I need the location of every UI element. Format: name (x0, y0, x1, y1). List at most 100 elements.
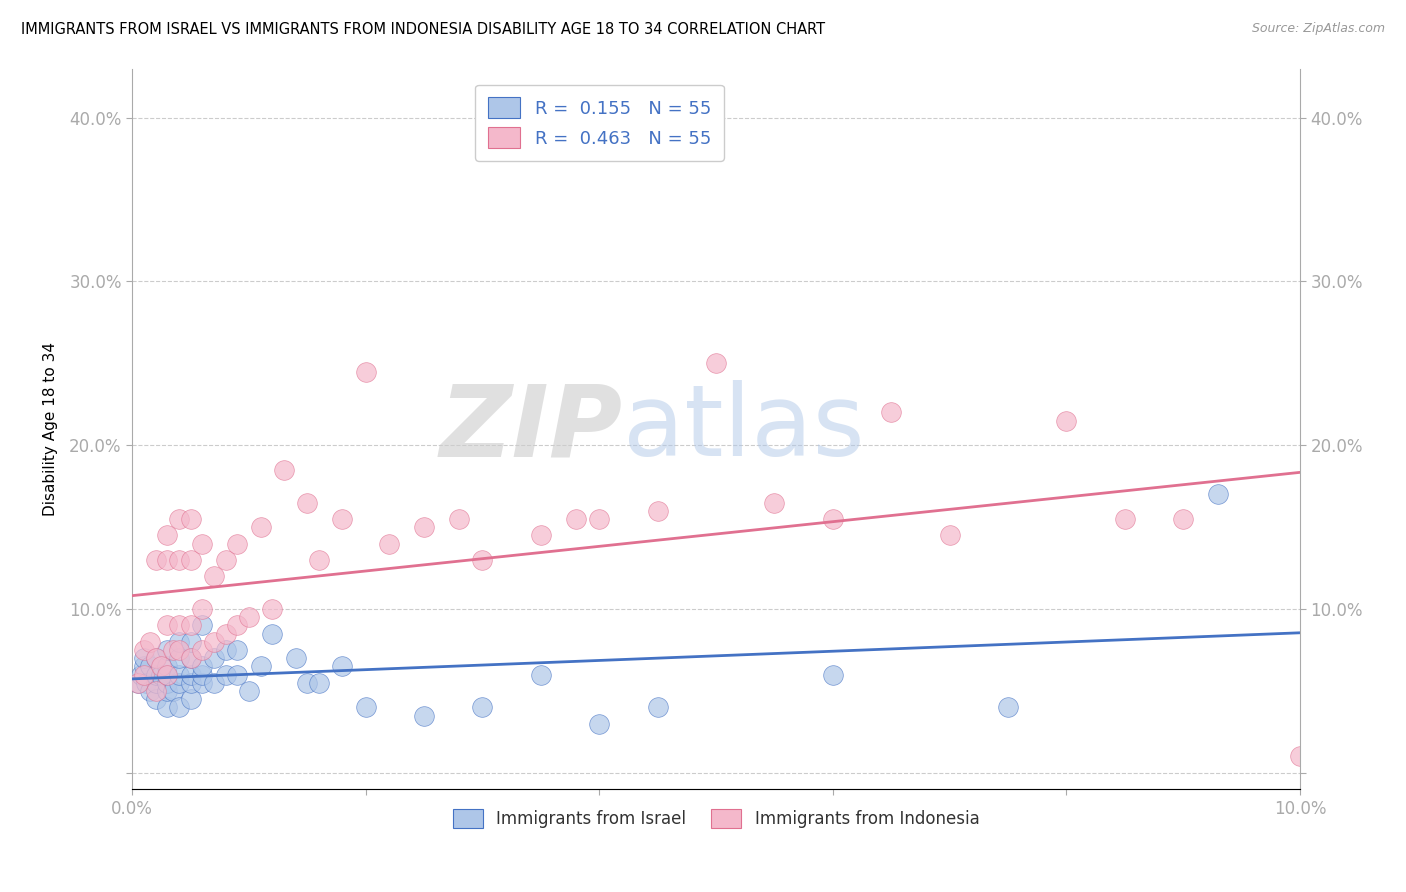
Point (145, 692, 167, 706)
Point (162, 684, 184, 698)
Point (821, 667, 844, 681)
Point (167, 553, 190, 567)
Point (330, 512, 353, 526)
Point (167, 667, 190, 681)
Point (156, 667, 179, 681)
Point (530, 528, 553, 542)
Point (588, 716, 610, 731)
Point (180, 635, 202, 649)
Point (167, 651, 190, 665)
Point (167, 512, 190, 526)
Point (284, 651, 307, 665)
Point (588, 512, 610, 526)
Point (127, 675, 149, 690)
Point (378, 536, 401, 550)
Point (145, 553, 167, 567)
Point (226, 667, 249, 681)
Point (135, 675, 157, 690)
Point (132, 667, 155, 681)
Point (132, 643, 155, 657)
Point (156, 553, 179, 567)
Point (821, 512, 844, 526)
Point (449, 512, 471, 526)
Point (202, 569, 225, 583)
Point (647, 700, 669, 714)
Point (156, 659, 179, 673)
Point (530, 667, 553, 681)
Point (167, 675, 190, 690)
Point (273, 463, 295, 477)
Point (162, 643, 184, 657)
Point (297, 675, 319, 690)
Point (214, 626, 236, 640)
Point (180, 651, 202, 665)
Point (167, 700, 190, 714)
Point (138, 684, 160, 698)
Point (354, 365, 377, 379)
Point (938, 528, 960, 542)
Point (156, 700, 179, 714)
Point (180, 667, 202, 681)
Point (249, 520, 271, 534)
Point (180, 675, 202, 690)
Point (297, 495, 319, 509)
Point (262, 626, 284, 640)
Text: IMMIGRANTS FROM ISRAEL VS IMMIGRANTS FROM INDONESIA DISABILITY AGE 18 TO 34 CORR: IMMIGRANTS FROM ISRAEL VS IMMIGRANTS FRO… (21, 22, 825, 37)
Point (330, 659, 353, 673)
Point (249, 659, 271, 673)
Point (226, 536, 249, 550)
Point (150, 659, 173, 673)
Point (138, 659, 160, 673)
Point (1289, 749, 1312, 764)
Text: atlas: atlas (623, 380, 865, 477)
Point (156, 643, 179, 657)
Point (180, 512, 202, 526)
Point (308, 675, 330, 690)
Point (191, 659, 214, 673)
Point (880, 405, 903, 419)
Point (145, 651, 167, 665)
Point (704, 356, 727, 370)
Point (238, 610, 260, 624)
Point (191, 536, 214, 550)
Legend: Immigrants from Israel, Immigrants from Indonesia: Immigrants from Israel, Immigrants from … (446, 803, 986, 835)
Point (191, 675, 214, 690)
Point (145, 651, 167, 665)
Point (156, 684, 179, 698)
Point (202, 635, 225, 649)
Point (763, 495, 786, 509)
Point (202, 675, 225, 690)
Y-axis label: Disability Age 18 to 34: Disability Age 18 to 34 (44, 342, 58, 516)
Point (262, 602, 284, 616)
Point (308, 553, 330, 567)
Point (191, 602, 214, 616)
Point (132, 659, 155, 673)
Point (180, 692, 202, 706)
Point (226, 618, 249, 632)
Point (413, 520, 436, 534)
Point (471, 700, 494, 714)
Point (145, 684, 167, 698)
Point (226, 643, 249, 657)
Point (131, 667, 153, 681)
Point (1173, 512, 1195, 526)
Point (354, 700, 377, 714)
Point (180, 651, 202, 665)
Point (191, 618, 214, 632)
Point (138, 635, 160, 649)
Point (145, 667, 167, 681)
Point (238, 684, 260, 698)
Point (1114, 512, 1136, 526)
Point (191, 643, 214, 657)
Point (145, 675, 167, 690)
Point (202, 651, 225, 665)
Point (191, 667, 214, 681)
Point (997, 700, 1019, 714)
Point (214, 667, 236, 681)
Point (214, 553, 236, 567)
Point (180, 618, 202, 632)
Point (1206, 487, 1229, 501)
Point (180, 553, 202, 567)
Point (647, 504, 669, 518)
Text: ZIP: ZIP (440, 380, 623, 477)
